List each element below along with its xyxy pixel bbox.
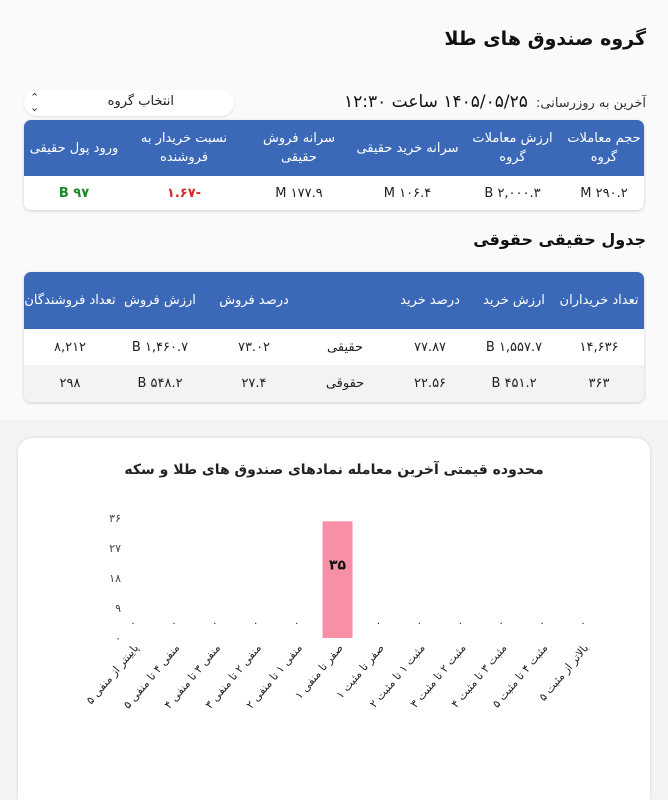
real-table-card: تعداد خریداران ارزش خرید درصد خرید درصد …	[24, 272, 644, 402]
table-row: ۳۶۳ ۴۵۱.۲ B ۲۲.۵۶ حقوقی ۲۷.۴ ۵۴۸.۲ B ۲۹۸	[24, 365, 644, 402]
real-header-sell-value: ارزش فروش	[124, 293, 196, 308]
data-label: ۰	[580, 618, 585, 629]
data-label: ۰	[539, 618, 544, 629]
real-row-sell-percent: ۷۳.۰۲	[237, 339, 271, 355]
data-label: ۰	[130, 618, 135, 629]
data-label: ۰	[253, 618, 258, 629]
summary-header-buyer-seller-ratio: نسبت خریدار به فروشنده	[140, 131, 228, 165]
real-header-sell-percent: درصد فروش	[219, 293, 289, 308]
summary-value-per-capita-sell: ۱۷۷.۹ M	[275, 185, 323, 201]
y-tick-label: ۱۸	[109, 572, 121, 585]
summary-value-buyer-seller-ratio: -۱.۶۷	[166, 185, 202, 201]
real-row-buy-percent: ۷۷.۸۷	[413, 339, 447, 355]
data-label: ۰	[417, 618, 422, 629]
y-tick-label: ۰	[115, 632, 121, 645]
chart-title: محدوده قیمتی آخرین معامله نمادهای صندوق …	[124, 462, 544, 478]
top-panel: گروه صندوق های طلا انتخاب گروه ⌃ ⌄ آخرین …	[24, 28, 646, 402]
legal-row-buyer-count: ۳۶۳	[588, 376, 610, 391]
summary-value-value: ۲,۰۰۰.۳ B	[484, 185, 541, 201]
summary-header-money-inflow: ورود پول حقیقی	[29, 140, 119, 156]
legal-row-sell-value: ۵۴۸.۲ B	[137, 376, 183, 391]
data-label: ۰	[212, 618, 217, 629]
last-update: آخرین به روزرسانی: ۱۴۰۵/۰۵/۲۵ ساعت ۱۲:۳۰	[344, 92, 646, 112]
group-select-label: انتخاب گروه	[107, 94, 174, 109]
summary-value-money-inflow: ۹۷ B	[58, 185, 90, 201]
y-tick-label: ۳۶	[109, 512, 121, 525]
real-row-buy-value: ۱,۵۵۷.۷ B	[485, 339, 543, 355]
summary-value-per-capita-buy: ۱۰۶.۴ M	[383, 185, 432, 201]
chevron-up-down-icon: ⌃ ⌄	[30, 91, 40, 114]
real-table-header-row: تعداد خریداران ارزش خرید درصد خرید درصد …	[24, 272, 644, 329]
summary-value-volume: ۲۹۰.۲ M	[580, 185, 628, 201]
table-row: ۱۴,۶۳۶ ۱,۵۵۷.۷ B ۷۷.۸۷ حقیقی ۷۳.۰۲ ۱,۴۶۰…	[24, 329, 644, 365]
last-update-value: ۱۴۰۵/۰۵/۲۵ ساعت ۱۲:۳۰	[344, 92, 528, 112]
summary-header-per-capita-sell: سرانه فروش حقیقی	[263, 131, 335, 165]
summary-header-row: حجم معاملات گروه ارزش معاملات گروه سرانه…	[24, 120, 644, 176]
legal-row-seller-count: ۲۹۸	[59, 376, 81, 391]
y-tick-label: ۲۷	[109, 542, 121, 555]
bar	[322, 521, 353, 638]
real-header-type	[304, 272, 386, 329]
y-tick-label: ۹	[115, 602, 121, 615]
data-label: ۰	[498, 618, 503, 629]
data-label: ۰	[458, 618, 463, 629]
real-row-seller-count: ۸,۲۱۲	[53, 339, 87, 355]
legal-row-sell-percent: ۲۷.۴	[241, 376, 267, 391]
real-header-seller-count: تعداد فروشندگان	[24, 293, 116, 308]
page-title: گروه صندوق های طلا	[444, 28, 646, 50]
data-label: ۳۵	[329, 557, 347, 573]
summary-card: حجم معاملات گروه ارزش معاملات گروه سرانه…	[24, 120, 644, 210]
real-table-title: جدول حقیقی حقوقی	[473, 230, 646, 249]
summary-value-row: ۲۹۰.۲ M ۲,۰۰۰.۳ B ۱۰۶.۴ M ۱۷۷.۹ M -۱.۶۷ …	[24, 176, 644, 210]
last-update-label: آخرین به روزرسانی:	[536, 96, 646, 111]
group-select[interactable]: انتخاب گروه ⌃ ⌄	[24, 90, 234, 116]
real-header-buy-value: ارزش خرید	[483, 293, 545, 308]
summary-header-volume: حجم معاملات گروه	[567, 131, 641, 165]
summary-header-value: ارزش معاملات گروه	[472, 131, 553, 165]
data-label: ۰	[171, 618, 176, 629]
data-label: ۰	[376, 618, 381, 629]
data-label: ۰	[294, 618, 299, 629]
legal-row-buy-value: ۴۵۱.۲ B	[491, 376, 537, 391]
real-header-buyer-count: تعداد خریداران	[559, 293, 639, 308]
summary-header-per-capita-buy: سرانه خرید حقیقی	[356, 140, 459, 156]
real-row-sell-value: ۱,۴۶۰.۷ B	[131, 339, 189, 355]
real-row-type: حقیقی	[327, 339, 363, 355]
real-header-buy-percent: درصد خرید	[400, 293, 460, 308]
legal-row-type: حقوقی	[325, 376, 365, 391]
chart-card: محدوده قیمتی آخرین معامله نمادهای صندوق …	[18, 438, 650, 800]
legal-row-buy-percent: ۲۲.۵۶	[413, 376, 447, 391]
real-row-buyer-count: ۱۴,۶۳۶	[579, 339, 619, 355]
